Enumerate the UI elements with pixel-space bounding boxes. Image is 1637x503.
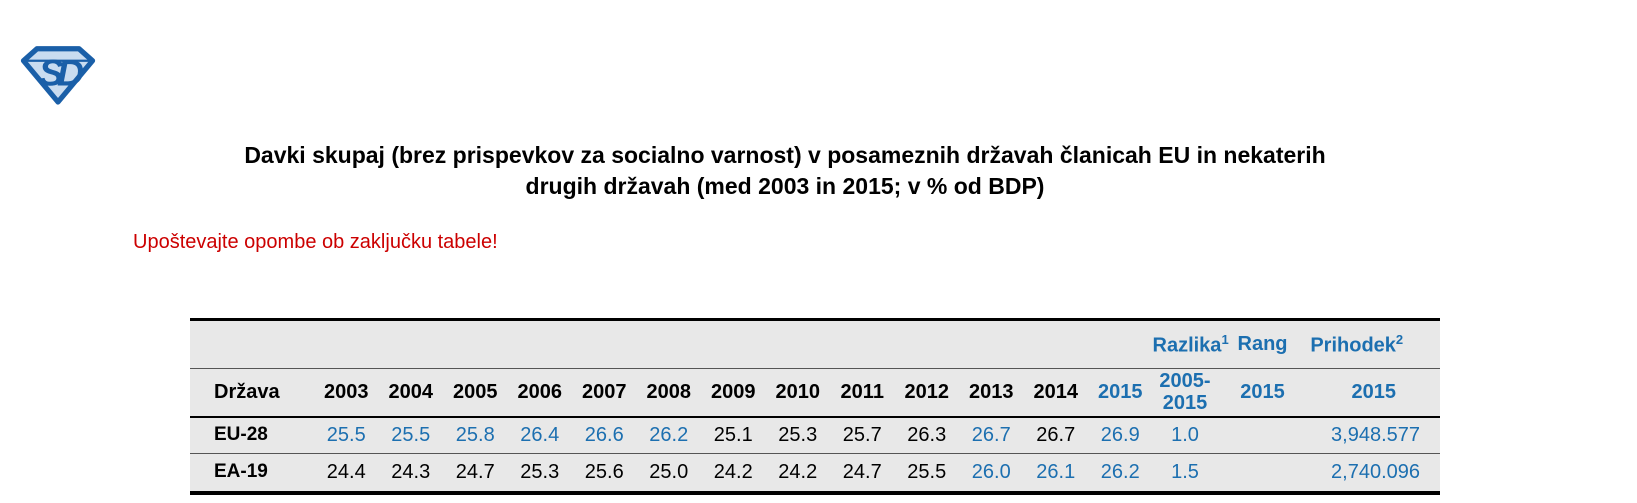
cell-year-value: 24.3 [391,460,431,483]
cell-year-value: 25.3 [520,460,560,483]
column-group-rang: Rang [1218,320,1308,369]
cell-rang [1218,417,1308,454]
page-title: Davki skupaj (brez prispevkov za socialn… [130,140,1440,202]
data-table: Razlika1 Rang Prihodek2 Država 2003 2004 2… [190,318,1440,495]
cell-year-value: 26.7 [1036,423,1076,446]
cell-year-value: 26.6 [584,423,624,446]
cell-year-value: 25.8 [455,423,495,446]
column-group-prihodek: Prihodek2 [1308,320,1441,369]
cell-year-value: 26.7 [971,423,1011,446]
prihodek-label: Prihodek [1310,334,1396,357]
cell-year-value: 26.2 [1100,460,1140,483]
cell-year-value: 25.1 [713,423,753,446]
column-header-row: Država 2003 2004 2005 2006 2007 2008 2009 2010 2… [190,369,1440,417]
column-header-prihodek-year: 2015 [1351,380,1397,403]
column-header-year: 2014 [1033,380,1079,403]
table-row: EU-28 25.5 25.5 25.8 26.4 26.6 26.2 25.1 25.3 25.… [190,417,1440,454]
footnote-warning: Upoštevajte opombe ob zaključku tabele! [133,231,498,253]
group-header-row: Razlika1 Rang Prihodek2 [190,320,1440,369]
cell-year-value: 25.5 [907,460,947,483]
cell-year-value: 24.2 [713,460,753,483]
rang-label: Rang [1237,333,1288,355]
group-header-spacer [190,320,1153,369]
column-header-drzava: Država [214,380,280,403]
cell-razlika: 1.5 [1171,460,1199,483]
cell-year-value: 25.5 [391,423,431,446]
cell-year-value: 24.7 [842,460,882,483]
column-header-year: 2012 [904,380,950,403]
page-title-line2: drugih državah (med 2003 in 2015; v % od… [525,173,1045,199]
sd-diamond-logo: SD [20,45,96,105]
column-header-year: 2015 [1098,380,1143,403]
cell-year-value: 26.4 [520,423,560,446]
cell-rang [1218,454,1308,493]
cell-prihodek: 3,948.577 [1331,423,1420,446]
cell-year-value: 25.5 [326,423,366,446]
page-title-line1: Davki skupaj (brez prispevkov za socialn… [244,142,1326,168]
cell-year-value: 26.1 [1036,460,1076,483]
column-header-year: 2011 [840,380,884,403]
cell-year-value: 25.0 [649,460,689,483]
cell-year-value: 26.9 [1100,423,1140,446]
razlika-label: Razlika [1152,334,1222,357]
razlika-footnote-ref: 1 [1221,331,1229,347]
table-row: EA-19 24.4 24.3 24.7 25.3 25.6 25.0 24.2 24.2 24.… [190,454,1440,493]
cell-year-value: 25.7 [842,423,882,446]
cell-year-value: 26.3 [907,423,947,446]
column-header-year: 2013 [969,380,1014,403]
cell-year-value: 25.3 [778,423,818,446]
cell-year-value: 25.6 [584,460,624,483]
column-header-year: 2004 [388,380,434,403]
cell-year-value: 24.4 [326,460,366,483]
column-header-year: 2006 [517,380,563,403]
column-header-year: 2010 [775,380,821,403]
cell-prihodek: 2,740.096 [1331,460,1420,483]
cell-year-value: 26.2 [649,423,689,446]
cell-year-value: 26.0 [971,460,1011,483]
column-header-year: 2009 [711,380,756,403]
column-header-rang-year: 2015 [1240,380,1285,403]
row-label: EA-19 [214,461,268,483]
column-header-year: 2005 [453,380,498,403]
cell-year-value: 24.7 [455,460,495,483]
column-header-year: 2003 [324,380,369,403]
row-label: EU-28 [214,424,268,446]
column-header-year: 2008 [646,380,692,403]
table-container: Razlika1 Rang Prihodek2 Država 2003 2004 2… [190,318,1440,495]
cell-year-value: 24.2 [778,460,818,483]
logo-letters: SD [39,52,84,94]
cell-razlika: 1.0 [1171,423,1199,446]
column-header-year: 2007 [582,380,627,403]
column-group-razlika: Razlika1 [1153,320,1229,369]
column-header-razlika-period: 2005-2015 [1159,370,1211,415]
diamond-icon: SD [20,46,96,105]
prihodek-footnote-ref: 2 [1395,331,1404,347]
